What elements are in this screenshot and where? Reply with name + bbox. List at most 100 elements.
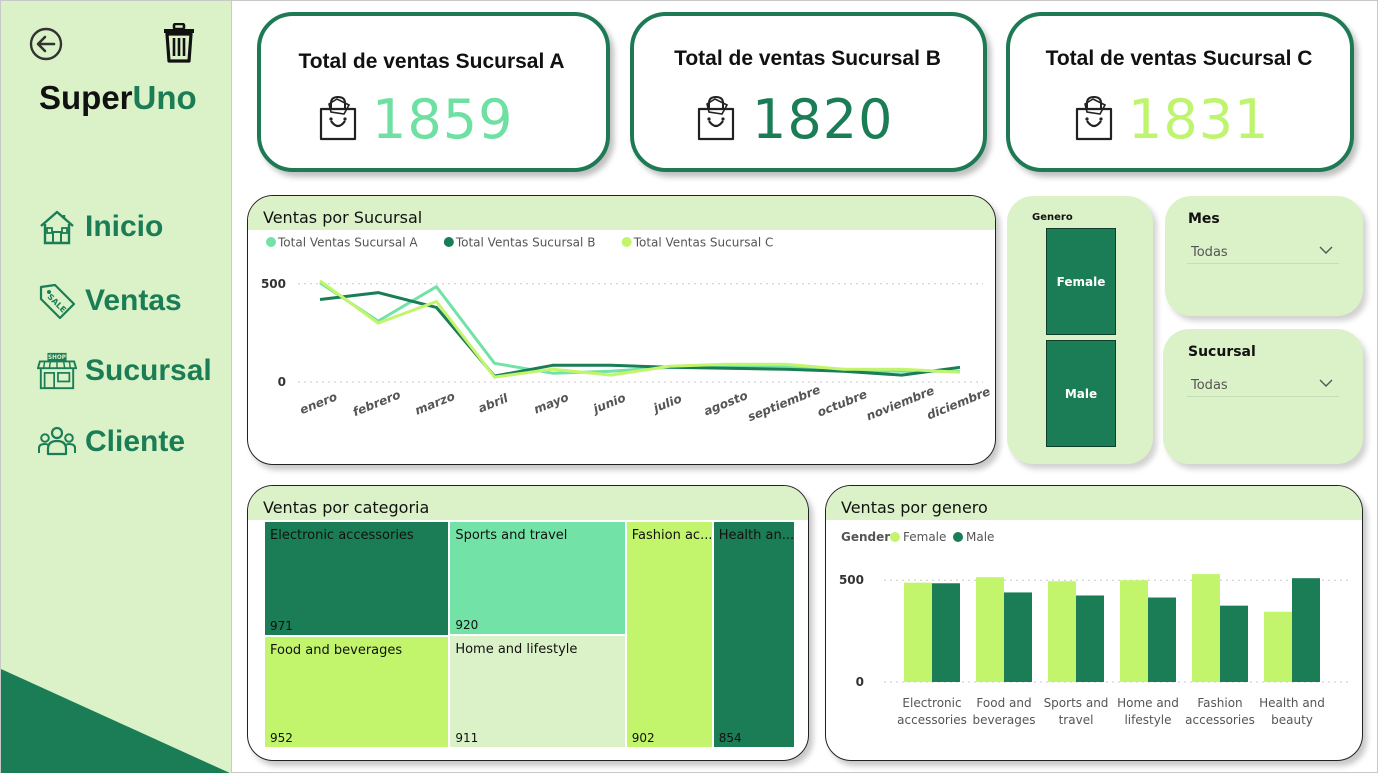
x-tick-label: agosto xyxy=(702,388,750,418)
x-tick-label: accessories xyxy=(1185,713,1255,727)
x-tick-label: lifestyle xyxy=(1124,713,1171,727)
panel-title: Ventas por categoria xyxy=(263,498,430,517)
bar xyxy=(1192,574,1220,682)
bar-chart: Gender Female Male 0 500 Electronic accessorie… xyxy=(839,530,1348,727)
sucursal-dropdown[interactable]: Todas xyxy=(1187,371,1339,397)
x-tick-label: Food and xyxy=(976,696,1031,710)
x-tick-label: septiembre xyxy=(746,382,823,424)
nav-item-inicio[interactable]: Inicio xyxy=(37,207,163,247)
trash-icon[interactable] xyxy=(162,23,196,63)
treemap-label: Electronic accessories xyxy=(270,528,414,543)
genero-option-male[interactable]: Male xyxy=(1046,340,1116,447)
nav-item-cliente[interactable]: Cliente xyxy=(37,422,185,462)
treemap-label: Health an... xyxy=(718,528,793,543)
treemap-label: Food and beverages xyxy=(270,642,403,658)
panel-header xyxy=(248,196,995,230)
y-tick-label: 0 xyxy=(278,375,286,389)
kpi-title: Total de ventas Sucursal A xyxy=(298,50,565,73)
legend-marker xyxy=(621,237,632,247)
treemap-cell[interactable]: Electronic accessories 971 xyxy=(264,521,450,636)
sucursal-slicer: Sucursal Todas xyxy=(1163,329,1363,464)
x-tick-label: accessories xyxy=(897,713,967,727)
line-chart: Total Ventas Sucursal A Total Ventas Sucu… xyxy=(261,236,993,425)
shopping-bag-icon xyxy=(319,95,357,141)
kpi-card-sucursal-a: Total de ventas Sucursal A 1859 xyxy=(257,12,610,172)
legend-marker xyxy=(890,532,900,542)
bar xyxy=(1220,605,1248,682)
treemap-value: 902 xyxy=(631,731,655,745)
treemap-value: 971 xyxy=(270,618,293,633)
brand-part2: Uno xyxy=(132,79,197,116)
shopping-bag-icon xyxy=(697,95,735,141)
treemap-cell[interactable]: Sports and travel 920 xyxy=(449,521,626,636)
kpi-card-sucursal-b: Total de ventas Sucursal B 1820 xyxy=(630,12,987,172)
x-tick-label: abril xyxy=(476,391,511,416)
kpi-title: Total de ventas Sucursal C xyxy=(1045,47,1313,70)
mes-dropdown[interactable]: Todas xyxy=(1187,238,1339,264)
series-line xyxy=(319,281,960,375)
bar xyxy=(1004,592,1032,682)
legend-marker xyxy=(443,237,454,247)
treemap-cell[interactable]: Health an... 854 xyxy=(712,521,795,748)
x-tick-label: Electronic xyxy=(902,696,961,710)
treemap-cell[interactable]: Fashion ac... 902 xyxy=(625,521,713,748)
treemap-panel: Ventas por categoria Electronic accessor… xyxy=(247,485,809,761)
nav-label: Cliente xyxy=(85,425,186,458)
bar xyxy=(1264,611,1292,682)
treemap-value: 911 xyxy=(455,730,479,745)
sidebar: SuperUno Inicio SALE Ventas SH xyxy=(1,1,232,773)
brand-part1: Super xyxy=(39,79,133,116)
bar xyxy=(1148,597,1176,682)
x-tick-label: junio xyxy=(589,391,627,417)
nav-item-ventas[interactable]: SALE Ventas xyxy=(37,281,182,321)
dropdown-value: Todas xyxy=(1191,245,1228,260)
kpi-value: 1831 xyxy=(1128,88,1270,151)
genero-option-female[interactable]: Female xyxy=(1046,228,1116,335)
bar xyxy=(904,582,932,682)
bar xyxy=(1048,581,1076,682)
x-tick-label: Fashion xyxy=(1197,696,1242,710)
brand-logo: SuperUno xyxy=(39,79,197,117)
kpi-value: 1859 xyxy=(372,88,514,151)
treemap-cell[interactable]: Home and lifestyle 911 xyxy=(449,635,626,748)
bar xyxy=(976,577,1004,682)
back-arrow-icon[interactable] xyxy=(29,27,63,61)
series-line xyxy=(319,279,961,379)
treemap-chart: Electronic accessories 971 Food and bevera… xyxy=(264,521,795,748)
legend-label: Male xyxy=(966,530,994,544)
x-tick-label: Sports and xyxy=(1044,696,1109,710)
treemap-value: 952 xyxy=(270,730,293,745)
shopping-bag-icon xyxy=(1075,95,1113,141)
nav-item-sucursal[interactable]: SHOP Sucursal xyxy=(37,351,212,391)
x-tick-label: mayo xyxy=(532,390,571,417)
treemap-label: Fashion ac... xyxy=(631,528,711,543)
treemap-cell[interactable]: Food and beverages 952 xyxy=(264,635,450,748)
x-tick-label: julio xyxy=(650,391,684,416)
chevron-down-icon xyxy=(1319,246,1333,254)
treemap-label: Sports and travel xyxy=(455,528,568,543)
people-icon xyxy=(38,426,76,456)
x-tick-label: travel xyxy=(1059,713,1094,727)
x-tick-label: marzo xyxy=(413,389,457,418)
legend-marker xyxy=(266,237,276,247)
genero-slicer: Genero Female Male xyxy=(1007,196,1153,464)
y-tick-label: 500 xyxy=(839,573,864,587)
series-line xyxy=(319,291,961,378)
x-tick-label: diciembre xyxy=(925,384,993,422)
panel-title: Ventas por Sucursal xyxy=(263,208,423,227)
x-tick-label: Health and xyxy=(1259,696,1325,710)
shop-icon: SHOP xyxy=(37,352,77,390)
x-tick-label: Home and xyxy=(1117,696,1179,710)
legend-label: Total Ventas Sucursal A xyxy=(277,236,418,250)
chevron-down-icon xyxy=(1319,379,1333,387)
x-tick-label: beverages xyxy=(972,713,1035,727)
legend-marker xyxy=(953,532,963,542)
bar xyxy=(932,583,960,682)
bar xyxy=(1120,580,1148,682)
legend-label: Total Ventas Sucursal C xyxy=(633,236,774,250)
legend-title: Gender xyxy=(841,530,890,544)
x-tick-label: enero xyxy=(298,389,339,417)
slicer-title: Genero xyxy=(1032,212,1073,223)
x-tick-label: noviembre xyxy=(864,383,936,423)
